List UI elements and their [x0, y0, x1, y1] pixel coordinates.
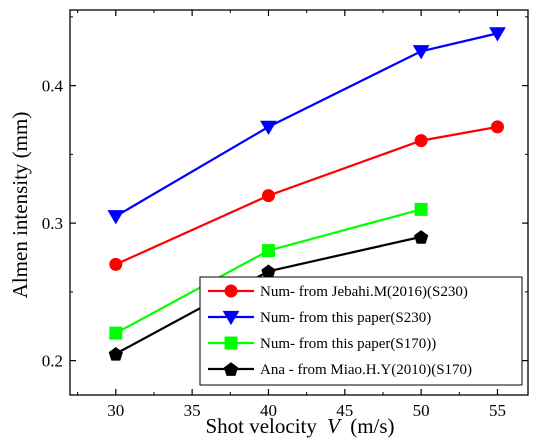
data-point-pentagon [413, 230, 429, 244]
legend-label: Ana - from Miao.H.Y(2010)(S170) [260, 362, 472, 378]
data-point-triangle-down [222, 310, 240, 326]
x-axis-title-var: V [327, 414, 342, 438]
x-tick-label: 55 [489, 401, 506, 420]
data-point-circle [490, 120, 504, 134]
legend-label: Num- from Jebahi.M(2016)(S230) [260, 284, 468, 300]
data-point-pentagon [261, 264, 276, 279]
data-point-pentagon [108, 347, 123, 361]
plot-frame [69, 9, 529, 396]
data-point-square [109, 326, 123, 340]
data-point-square [224, 336, 238, 350]
x-tick-label: 30 [107, 401, 124, 420]
x-axis-title-unit: (m/s) [350, 414, 394, 438]
y-tick-label: 0.3 [42, 214, 63, 233]
legend-label: Num- from this paper(S170)) [260, 336, 436, 352]
data-point-triangle-down [489, 27, 506, 42]
x-axis-title: Shot velocity V (m/s) [205, 414, 394, 438]
x-axis-title-text: Shot velocity [205, 414, 317, 438]
y-axis-title: Almen intensity (mm) [8, 112, 32, 299]
legend-item: Num- from this paper(S170)) [208, 336, 436, 352]
data-point-triangle-down [107, 210, 125, 225]
series-1 [109, 120, 504, 271]
legend-item: Ana - from Miao.H.Y(2010)(S170) [208, 362, 472, 378]
data-point-pentagon [223, 362, 239, 376]
legend-box [199, 276, 523, 386]
series-line [115, 32, 498, 218]
data-point-circle [261, 189, 275, 203]
x-tick-label: 40 [260, 401, 277, 420]
y-tick-label: 0.2 [42, 352, 63, 371]
data-point-circle [414, 134, 428, 148]
series-line [115, 125, 498, 266]
data-point-square [414, 202, 428, 216]
x-tick-label: 45 [336, 401, 353, 420]
series-2 [107, 27, 506, 225]
series-4 [108, 230, 429, 361]
data-point-circle [109, 257, 123, 271]
legend-item: Num- from Jebahi.M(2016)(S230) [208, 284, 468, 300]
series-layer [107, 27, 506, 361]
legend-label: Num- from this paper(S230) [260, 310, 431, 326]
y-tick-label: 0.4 [42, 77, 64, 96]
data-point-square [261, 244, 275, 258]
legend-item: Num- from this paper(S230) [208, 310, 431, 326]
data-point-triangle-down [412, 45, 430, 60]
x-tick-label: 35 [184, 401, 201, 420]
legend: Num- from Jebahi.M(2016)(S230) Num- from … [199, 276, 523, 386]
data-point-triangle-down [260, 120, 277, 135]
axis-ticks: 30 35 40 45 50 55 0.2 0.3 0.4 [42, 10, 528, 420]
plot-area-border [69, 9, 529, 396]
series-3 [109, 202, 428, 340]
data-point-circle [224, 284, 238, 298]
x-tick-label: 50 [413, 401, 430, 420]
